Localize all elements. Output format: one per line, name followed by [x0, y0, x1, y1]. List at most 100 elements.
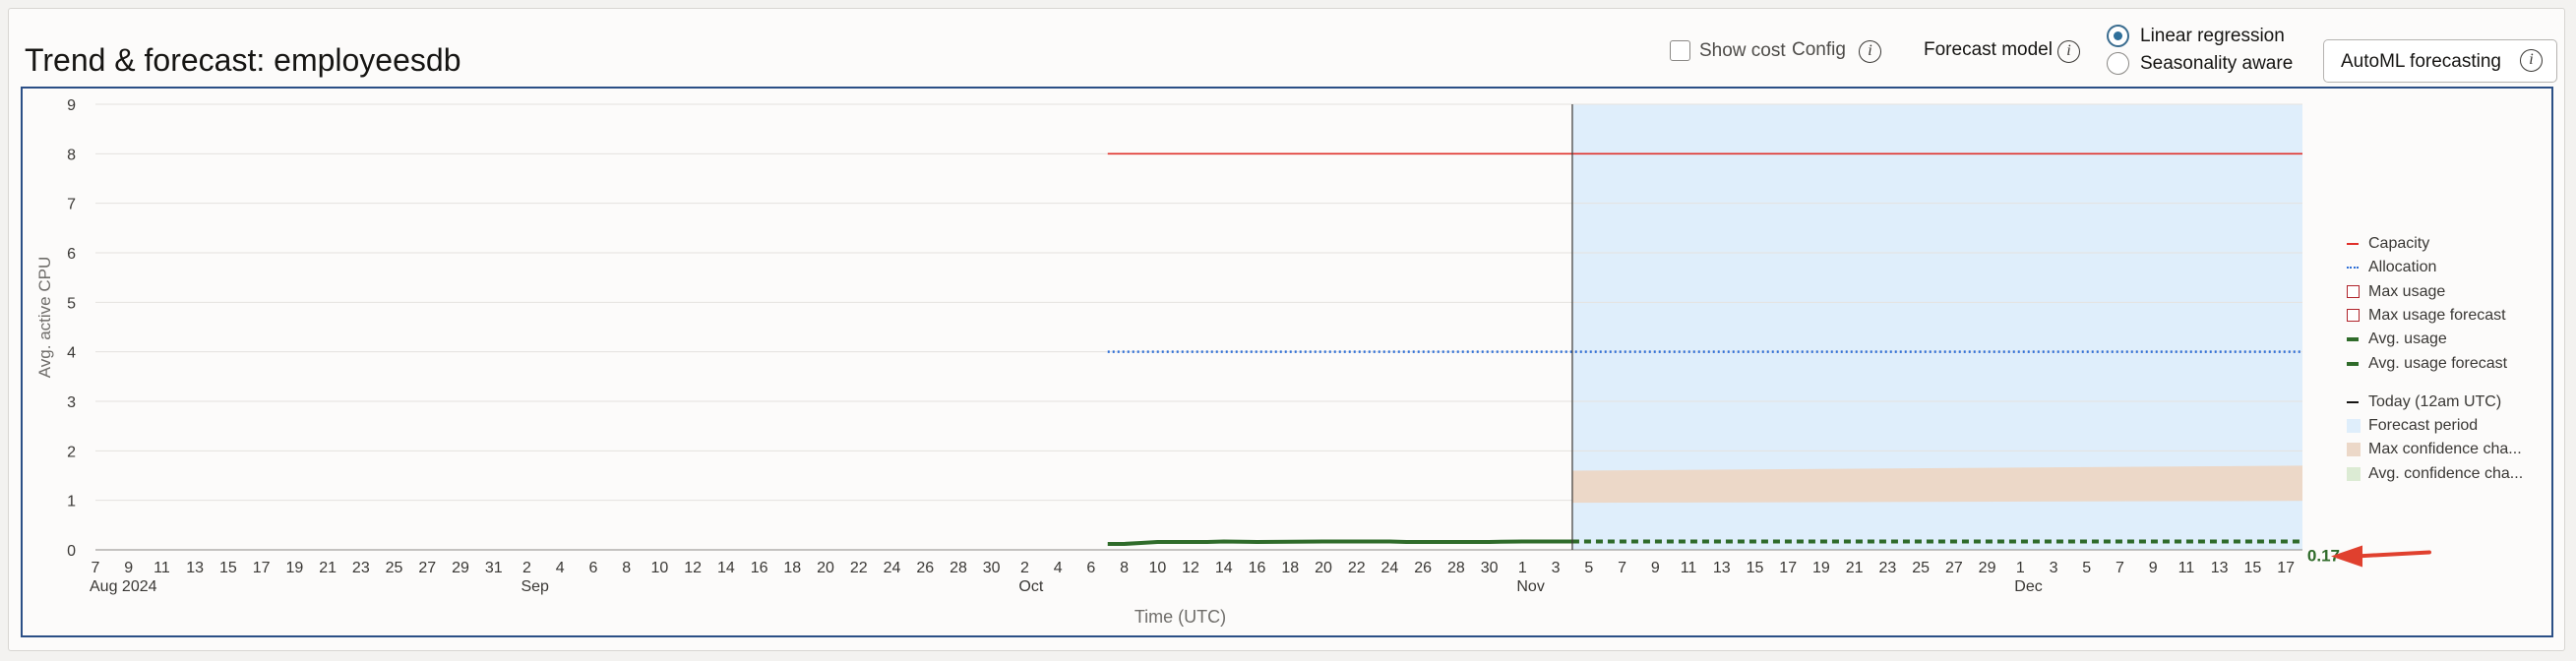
legend-swatch: [2347, 243, 2359, 245]
x-tick-label: 30: [983, 560, 1001, 576]
x-tick-label: 10: [1148, 560, 1166, 576]
forecast-model-info-icon[interactable]: i: [2057, 40, 2080, 63]
x-tick-label: 22: [850, 560, 868, 576]
legend-swatch: [2347, 400, 2359, 403]
x-tick-label: 27: [1945, 560, 1963, 576]
y-tick-label: 9: [67, 97, 76, 114]
x-tick-label: 13: [186, 560, 204, 576]
x-tick-label: 24: [1381, 560, 1399, 576]
x-tick-label: 17: [253, 560, 271, 576]
linear-regression-label[interactable]: Linear regression: [2140, 26, 2285, 46]
legend-label: Max usage: [2368, 282, 2446, 300]
x-tick-label: 3: [2050, 560, 2058, 576]
x-tick-label: 19: [1812, 560, 1830, 576]
x-tick-label: 18: [1281, 560, 1299, 576]
x-tick-label: 10: [651, 560, 669, 576]
show-cost-label[interactable]: Show cost: [1699, 40, 1786, 61]
x-month-label: Sep: [521, 578, 549, 595]
legend-label: Avg. confidence cha...: [2368, 464, 2524, 482]
y-tick-label: 3: [67, 394, 76, 411]
legend-label: Allocation: [2368, 259, 2437, 276]
x-month-label: Dec: [2014, 578, 2042, 595]
legend-swatch: [2347, 337, 2359, 342]
x-tick-label: 7: [92, 560, 100, 576]
x-tick-label: 5: [1584, 560, 1593, 576]
x-tick-label: 30: [1481, 560, 1499, 576]
x-tick-label: 6: [588, 560, 597, 576]
x-tick-label: 11: [2178, 560, 2195, 576]
x-tick-label: 21: [319, 560, 337, 576]
y-tick-label: 1: [67, 494, 76, 511]
series-avg-usage: [1107, 539, 1572, 546]
x-tick-label: 11: [1681, 560, 1697, 576]
x-tick-label: 27: [418, 560, 436, 576]
x-tick-label: 9: [2149, 560, 2158, 576]
x-tick-label: 20: [1315, 560, 1332, 576]
y-tick-label: 8: [67, 147, 76, 163]
x-tick-label: 9: [124, 560, 133, 576]
x-tick-label: 18: [783, 560, 801, 576]
legend-swatch: [2347, 308, 2360, 322]
x-month-label: Aug 2024: [90, 578, 157, 595]
seasonality-aware-label[interactable]: Seasonality aware: [2140, 53, 2294, 74]
x-tick-label: 11: [153, 560, 170, 576]
seasonality-aware-radio[interactable]: [2107, 52, 2129, 75]
y-tick-label: 5: [67, 295, 76, 312]
x-tick-label: 15: [219, 560, 237, 576]
legend-swatch: [2347, 284, 2360, 298]
x-tick-label: 21: [1846, 560, 1864, 576]
x-tick-label: 26: [916, 560, 934, 576]
y-tick-label: 4: [67, 345, 76, 362]
x-tick-label: 31: [485, 560, 503, 576]
x-tick-label: 20: [817, 560, 834, 576]
show-cost-checkbox[interactable]: [1670, 40, 1690, 61]
x-tick-label: 6: [1086, 560, 1095, 576]
config-label[interactable]: Config: [1792, 39, 1846, 60]
automl-forecasting-button[interactable]: AutoML forecasting i: [2323, 39, 2557, 83]
x-tick-label: 13: [1713, 560, 1731, 576]
x-tick-label: 2: [1020, 560, 1029, 576]
forecast-value-label: 0.17: [2307, 546, 2340, 565]
automl-info-icon[interactable]: i: [2520, 49, 2543, 72]
x-tick-label: 7: [2116, 560, 2124, 576]
legend-swatch: [2347, 443, 2361, 457]
x-tick-label: 2: [522, 560, 531, 576]
x-tick-label: 7: [1618, 560, 1626, 576]
legend-swatch: [2347, 466, 2361, 481]
max-confidence-band: [1571, 465, 2302, 504]
x-tick-label: 28: [1447, 560, 1465, 576]
page-title: Trend & forecast: employeesdb: [25, 42, 461, 78]
x-tick-label: 16: [1249, 560, 1266, 576]
x-tick-label: 15: [2244, 560, 2262, 576]
x-tick-label: 15: [1747, 560, 1764, 576]
forecast-model-label: Forecast model: [1924, 39, 2053, 60]
x-tick-label: 28: [950, 560, 967, 576]
x-tick-label: 1: [1518, 560, 1527, 576]
x-tick-label: 8: [622, 560, 631, 576]
x-tick-label: 12: [1182, 560, 1199, 576]
annotation-arrow-shaft: [2355, 550, 2431, 559]
y-tick-label: 0: [67, 543, 76, 560]
legend-label: Max usage forecast: [2368, 306, 2506, 324]
x-tick-label: 25: [386, 560, 403, 576]
legend-swatch: [2347, 419, 2361, 434]
y-axis-title: Avg. active CPU: [35, 257, 54, 378]
x-tick-label: 22: [1348, 560, 1366, 576]
legend-label: Avg. usage: [2368, 330, 2447, 348]
config-info-icon[interactable]: i: [1859, 40, 1881, 63]
y-tick-label: 2: [67, 444, 76, 460]
x-tick-label: 14: [717, 560, 735, 576]
legend-label: Capacity: [2368, 235, 2430, 252]
y-tick-label: 6: [67, 246, 76, 263]
x-tick-label: 8: [1120, 560, 1129, 576]
linear-regression-radio[interactable]: [2107, 25, 2129, 47]
legend-label: Today (12am UTC): [2368, 392, 2502, 410]
legend-swatch: [2347, 267, 2359, 270]
x-tick-label: 29: [452, 560, 469, 576]
x-tick-label: 5: [2082, 560, 2091, 576]
x-tick-label: 13: [2211, 560, 2229, 576]
x-tick-label: 4: [556, 560, 565, 576]
x-tick-label: 26: [1414, 560, 1432, 576]
legend-label: Max confidence cha...: [2368, 441, 2522, 458]
